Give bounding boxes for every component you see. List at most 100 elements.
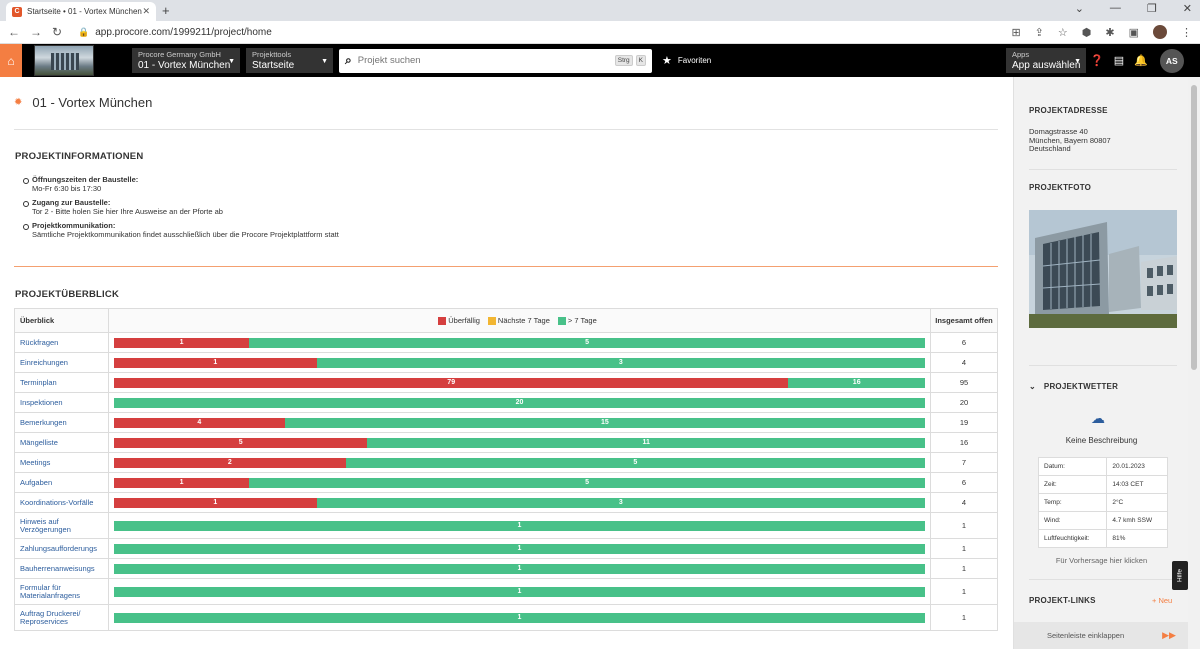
stacked-bar[interactable]: 20 xyxy=(114,397,925,408)
bar-segment-later[interactable]: 15 xyxy=(284,417,925,428)
row-tool-link[interactable]: Mängelliste xyxy=(14,432,109,453)
user-avatar[interactable]: AS xyxy=(1159,48,1184,73)
row-tool-link[interactable]: Formular für Materialanfragens xyxy=(14,578,109,605)
minimize-icon[interactable]: — xyxy=(1109,2,1121,14)
profile-avatar[interactable] xyxy=(1153,25,1167,39)
back-icon[interactable]: ← xyxy=(8,25,20,39)
new-tab-icon[interactable]: + xyxy=(162,3,170,18)
translate-icon[interactable]: ⊞ xyxy=(1011,26,1021,39)
url-field[interactable]: 🔒 app.procore.com/1999211/project/home xyxy=(78,27,272,38)
add-link-button[interactable]: + Neu xyxy=(1152,596,1173,605)
apps-dropdown[interactable]: Apps App auswählen ▼ xyxy=(1006,48,1086,73)
building-photo-image xyxy=(1029,210,1177,328)
bookmark-star-icon[interactable]: ☆ xyxy=(1057,26,1068,39)
bar-segment-later[interactable]: 11 xyxy=(367,437,925,448)
stacked-bar[interactable]: 4 15 xyxy=(114,417,925,428)
browser-tab[interactable]: C Startseite • 01 - Vortex München ✕ xyxy=(6,2,156,21)
address-country: Deutschland xyxy=(1029,144,1071,153)
extension-icon[interactable]: ⬢ xyxy=(1081,26,1092,39)
home-icon[interactable]: ⌂ xyxy=(0,44,22,77)
notifications-bell-icon[interactable]: 🔔 xyxy=(1134,55,1148,67)
puzzle-icon[interactable]: ✱ xyxy=(1105,26,1115,39)
project-thumbnail[interactable] xyxy=(34,45,94,76)
row-tool-link[interactable]: Bemerkungen xyxy=(14,412,109,433)
bar-segment-later[interactable]: 1 xyxy=(114,520,925,531)
row-tool-link[interactable]: Einreichungen xyxy=(14,352,109,373)
weather-key: Zeit: xyxy=(1037,475,1108,494)
forecast-link[interactable]: Für Vorhersage hier klicken xyxy=(1055,556,1148,565)
bar-segment-later[interactable]: 3 xyxy=(316,497,925,508)
weather-row: Temp: 2°C xyxy=(1037,493,1168,512)
row-tool-link[interactable]: Aufgaben xyxy=(14,472,109,493)
row-tool-link[interactable]: Rückfragen xyxy=(14,332,109,353)
favorites-button[interactable]: ★ Favoriten xyxy=(662,54,711,67)
bar-segment-overdue[interactable]: 79 xyxy=(114,377,789,388)
sidepanel-icon[interactable]: ▣ xyxy=(1128,26,1139,39)
stacked-bar[interactable]: 1 xyxy=(114,563,925,574)
window-controls: ⌄ — ❐ ✕ xyxy=(1075,2,1192,15)
bar-segment-later[interactable]: 3 xyxy=(316,357,925,368)
row-tool-link[interactable]: Meetings xyxy=(14,452,109,473)
bar-segment-overdue[interactable]: 5 xyxy=(114,437,368,448)
row-tool-link[interactable]: Bauherrenanweisungs xyxy=(14,558,109,579)
bar-segment-overdue[interactable]: 2 xyxy=(114,457,346,468)
search-input[interactable] xyxy=(357,55,612,66)
bar-segment-later[interactable]: 5 xyxy=(345,457,925,468)
stacked-bar[interactable]: 5 11 xyxy=(114,437,925,448)
reload-icon[interactable]: ↻ xyxy=(52,25,63,39)
bar-segment-later[interactable]: 1 xyxy=(114,563,925,574)
row-tool-link[interactable]: Terminplan xyxy=(14,372,109,393)
row-tool-link[interactable]: Auftrag Druckerei/ Reproservices xyxy=(14,604,109,631)
collapse-sidebar-button[interactable]: Seitenleiste einklappen ▶▶ xyxy=(1014,622,1189,649)
project-overview-heading: PROJEKTÜBERBLICK xyxy=(15,289,120,300)
row-tool-link[interactable]: Zahlungsaufforderungs xyxy=(14,538,109,559)
bar-segment-later[interactable]: 16 xyxy=(788,377,925,388)
row-tool-link[interactable]: Inspektionen xyxy=(14,392,109,413)
conversations-icon[interactable]: ▤ xyxy=(1113,55,1125,67)
weather-key: Temp: xyxy=(1037,493,1108,512)
project-photo[interactable] xyxy=(1029,210,1177,328)
page-scrollbar[interactable] xyxy=(1188,77,1200,649)
stacked-bar[interactable]: 1 xyxy=(114,612,925,623)
row-tool-link[interactable]: Hinweis auf Verzögerungen xyxy=(14,512,109,539)
bar-segment-later[interactable]: 5 xyxy=(249,477,925,488)
company-project-dropdown[interactable]: Procore Germany GmbH 01 - Vortex München… xyxy=(132,48,240,73)
bar-segment-later[interactable]: 1 xyxy=(114,612,925,623)
scrollbar-thumb[interactable] xyxy=(1191,85,1197,370)
share-icon[interactable]: ⇪ xyxy=(1034,26,1044,39)
bar-segment-later[interactable]: 5 xyxy=(249,337,925,348)
bar-segment-later[interactable]: 1 xyxy=(114,543,925,554)
bar-segment-later[interactable]: 1 xyxy=(114,586,925,597)
row-tool-link[interactable]: Koordinations-Vorfälle xyxy=(14,492,109,513)
lock-icon[interactable]: 🔒 xyxy=(78,26,90,37)
row-bar-cell: 1 xyxy=(108,604,931,631)
close-window-icon[interactable]: ✕ xyxy=(1182,3,1192,15)
stacked-bar[interactable]: 1 xyxy=(114,520,925,531)
bar-segment-overdue[interactable]: 1 xyxy=(114,497,317,508)
bar-segment-overdue[interactable]: 4 xyxy=(114,417,285,428)
stacked-bar[interactable]: 1 xyxy=(114,586,925,597)
close-tab-icon[interactable]: ✕ xyxy=(142,6,150,16)
bar-segment-overdue[interactable]: 1 xyxy=(114,477,250,488)
bar-segment-overdue[interactable]: 1 xyxy=(114,357,317,368)
stacked-bar[interactable]: 1 xyxy=(114,543,925,554)
row-total: 4 xyxy=(930,352,998,373)
table-row: Rückfragen 1 5 6 xyxy=(14,332,998,353)
restore-icon[interactable]: ❐ xyxy=(1146,3,1157,15)
bar-segment-overdue[interactable]: 1 xyxy=(114,337,250,348)
forward-icon[interactable]: → xyxy=(30,25,42,39)
stacked-bar[interactable]: 79 16 xyxy=(114,377,925,388)
project-weather-toggle[interactable]: ⌄ PROJEKTWETTER xyxy=(1029,382,1118,391)
help-tab[interactable]: Hilfe xyxy=(1172,561,1188,590)
menu-kebab-icon[interactable]: ⋮ xyxy=(1181,26,1192,39)
row-total: 6 xyxy=(930,472,998,493)
help-icon[interactable]: ❓ xyxy=(1090,55,1104,67)
tab-search-icon[interactable]: ⌄ xyxy=(1074,3,1084,15)
project-tools-dropdown[interactable]: Projekttools Startseite ▼ xyxy=(246,48,333,73)
bar-segment-later[interactable]: 20 xyxy=(114,397,925,408)
